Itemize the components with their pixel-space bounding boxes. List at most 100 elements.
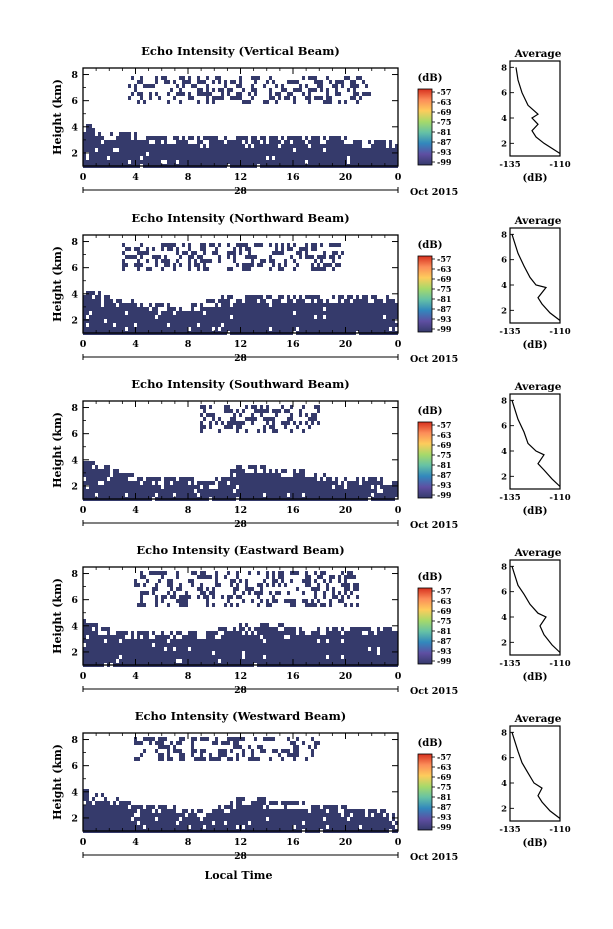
- heatmap-cell: [359, 627, 362, 631]
- heatmap-cell: [191, 319, 194, 323]
- heatmap-cell: [323, 493, 326, 497]
- heatmap-cell: [107, 493, 110, 497]
- heatmap-cell: [218, 749, 221, 753]
- heatmap-cell: [197, 821, 200, 825]
- heatmap-cell: [92, 813, 95, 817]
- heatmap-cell: [170, 741, 173, 745]
- heatmap-cell: [314, 595, 317, 599]
- heatmap-cell: [368, 156, 371, 160]
- heatmap-cell: [197, 160, 200, 164]
- heatmap-cell: [272, 575, 275, 579]
- heatmap-cell: [191, 481, 194, 485]
- heatmap-cell: [305, 315, 308, 319]
- heatmap-cell: [356, 295, 359, 299]
- heatmap-cell: [152, 647, 155, 651]
- heatmap-cell: [176, 741, 179, 745]
- heatmap-cell: [341, 583, 344, 587]
- heatmap-cell: [140, 817, 143, 821]
- heatmap-cell: [335, 251, 338, 255]
- heatmap-cell: [392, 485, 395, 489]
- heatmap-cell: [317, 327, 320, 331]
- heatmap-cell: [257, 635, 260, 639]
- heatmap-cell: [239, 148, 242, 152]
- heatmap-cell: [161, 817, 164, 821]
- heatmap-cell: [203, 417, 206, 421]
- heatmap-cell: [185, 311, 188, 315]
- day-label: 28: [234, 187, 247, 197]
- heatmap-cell: [212, 659, 215, 663]
- heatmap-cell: [281, 817, 284, 821]
- heatmap-cell: [161, 809, 164, 813]
- heatmap-cell: [224, 80, 227, 84]
- heatmap-cell: [341, 319, 344, 323]
- heatmap-cell: [236, 639, 239, 643]
- heatmap-cell: [182, 599, 185, 603]
- heatmap-cell: [194, 152, 197, 156]
- heatmap-cell: [203, 319, 206, 323]
- heatmap-cell: [275, 579, 278, 583]
- heatmap-cell: [191, 647, 194, 651]
- heatmap-cell: [245, 295, 248, 299]
- heatmap-cell: [236, 140, 239, 144]
- heatmap-cell: [278, 583, 281, 587]
- heatmap-cell: [221, 647, 224, 651]
- heatmap-cell: [245, 647, 248, 651]
- heatmap-cell: [248, 247, 251, 251]
- heatmap-cell: [329, 160, 332, 164]
- heatmap-cell: [299, 84, 302, 88]
- heatmap-cell: [140, 825, 143, 829]
- heatmap-cell: [395, 639, 398, 643]
- heatmap-cell: [104, 295, 107, 299]
- heatmap-cell: [248, 813, 251, 817]
- heatmap-cell: [332, 259, 335, 263]
- heatmap-cell: [296, 571, 299, 575]
- heatmap-cell: [188, 579, 191, 583]
- heatmap-cell: [221, 311, 224, 315]
- heatmap-cell: [254, 80, 257, 84]
- heatmap-cell: [299, 136, 302, 140]
- heatmap-cell: [317, 575, 320, 579]
- heatmap-cell: [113, 144, 116, 148]
- heatmap-cell: [86, 477, 89, 481]
- heatmap-cell: [224, 323, 227, 327]
- heatmap-cell: [134, 489, 137, 493]
- heatmap-cell: [263, 152, 266, 156]
- heatmap-cell: [179, 485, 182, 489]
- heatmap-cell: [242, 659, 245, 663]
- heatmap-cell: [194, 148, 197, 152]
- heatmap-cell: [149, 643, 152, 647]
- heatmap-cell: [332, 243, 335, 247]
- heatmap-cell: [167, 745, 170, 749]
- heatmap-cell: [230, 267, 233, 271]
- heatmap-cell: [164, 80, 167, 84]
- heatmap-cell: [296, 311, 299, 315]
- heatmap-cell: [248, 587, 251, 591]
- heatmap-cell: [197, 88, 200, 92]
- heatmap-cell: [308, 485, 311, 489]
- heatmap-cell: [359, 144, 362, 148]
- heatmap-cell: [200, 315, 203, 319]
- heatmap-cell: [146, 156, 149, 160]
- heatmap-cell: [215, 152, 218, 156]
- heatmap-cell: [188, 493, 191, 497]
- heatmap-cell: [350, 591, 353, 595]
- heatmap-cell: [83, 156, 86, 160]
- heatmap-cell: [230, 327, 233, 331]
- heatmap-cell: [353, 493, 356, 497]
- heatmap-cell: [119, 809, 122, 813]
- heatmap-cell: [236, 152, 239, 156]
- x-tick-label: 12: [234, 339, 247, 350]
- heatmap-cell: [359, 156, 362, 160]
- heatmap-cell: [137, 315, 140, 319]
- heatmap-cell: [206, 659, 209, 663]
- heatmap-cell: [245, 417, 248, 421]
- heatmap-cell: [137, 92, 140, 96]
- heatmap-cell: [236, 647, 239, 651]
- heatmap-cell: [83, 817, 86, 821]
- heatmap-cell: [89, 493, 92, 497]
- heatmap-cell: [155, 160, 158, 164]
- heatmap-cell: [278, 473, 281, 477]
- heatmap-cell: [320, 307, 323, 311]
- heatmap-cell: [122, 659, 125, 663]
- heatmap-cell: [101, 635, 104, 639]
